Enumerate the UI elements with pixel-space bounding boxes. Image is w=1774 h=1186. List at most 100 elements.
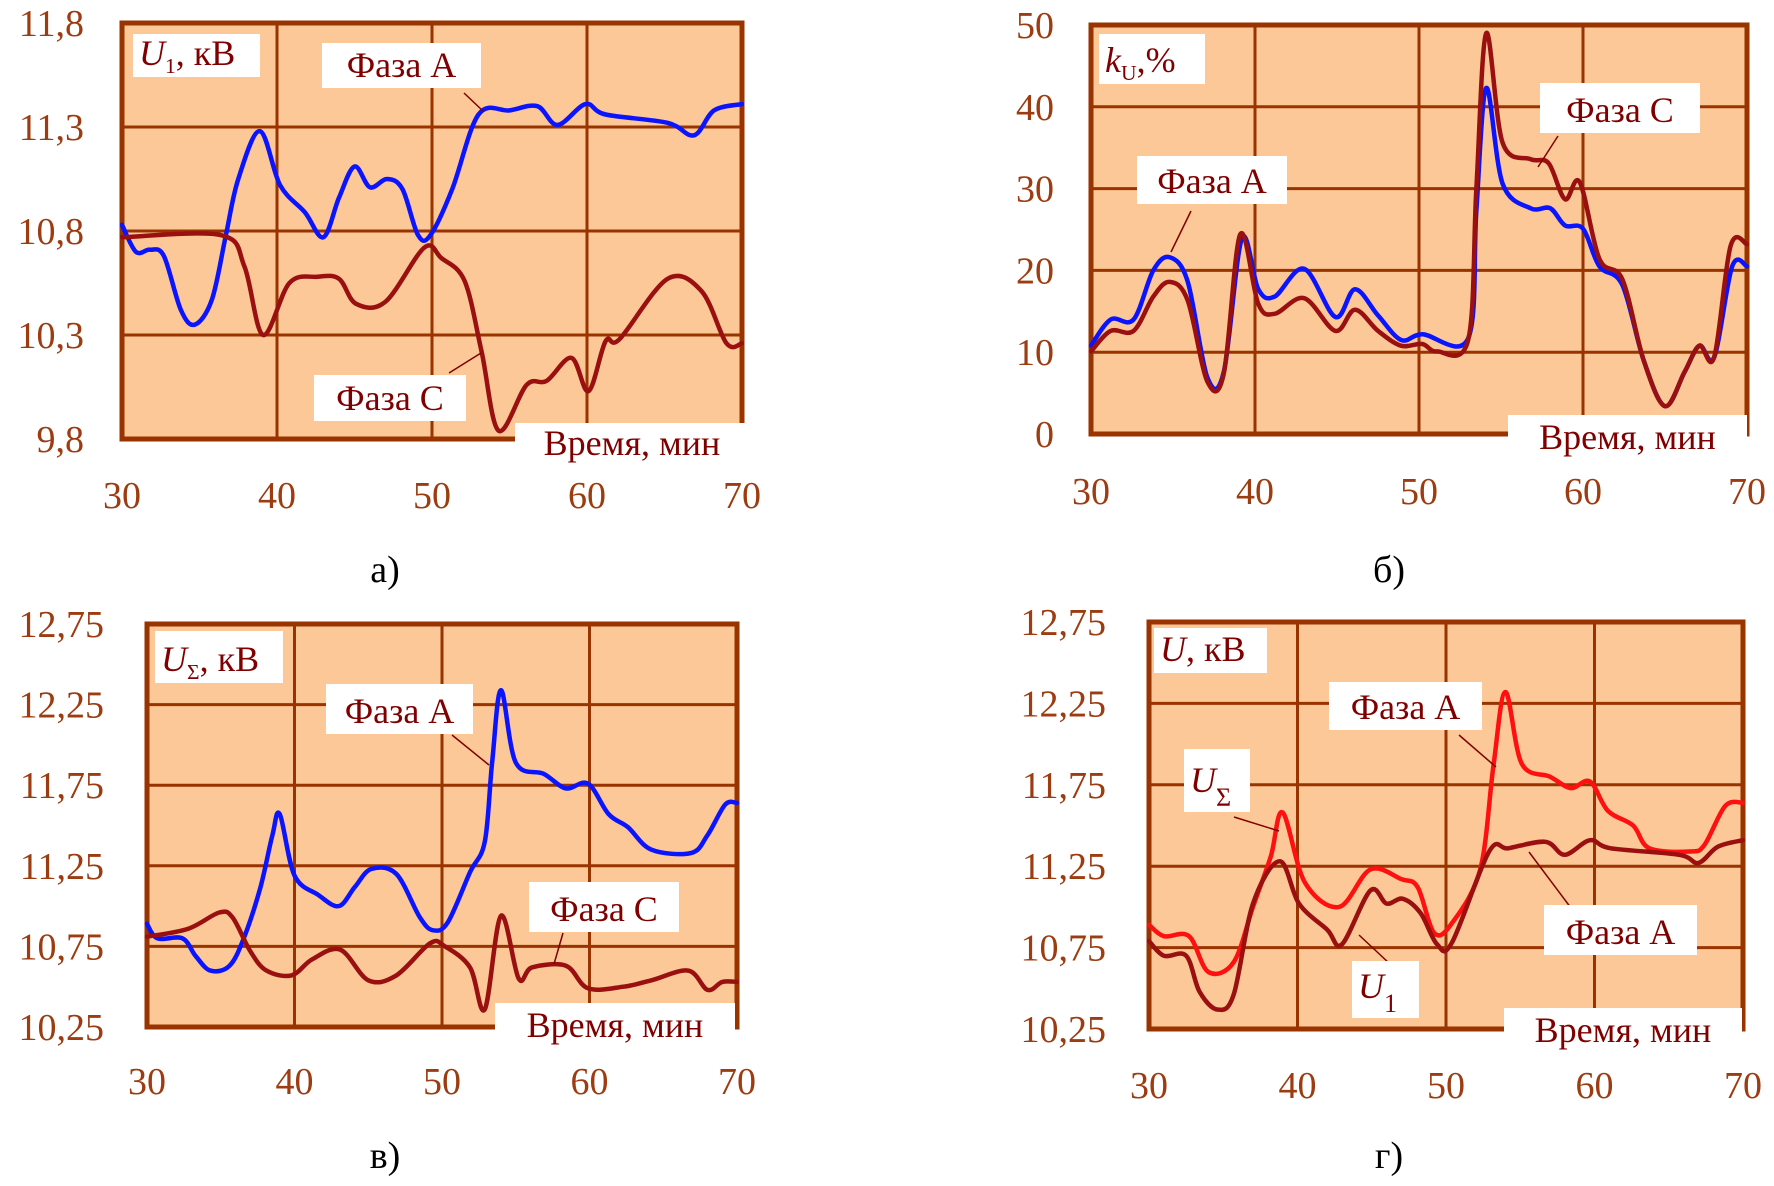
annotation-symbol: U <box>1190 760 1218 800</box>
annotation-label: Фаза А <box>347 45 457 85</box>
series-line-1 <box>119 101 745 328</box>
axis-label-unit: ,% <box>1137 40 1176 80</box>
annotation-label: Фаза А <box>1157 161 1267 201</box>
series-line-2 <box>1146 837 1746 1013</box>
x-axis-label: Время, мин <box>544 423 721 463</box>
annotation-leader <box>1170 210 1192 253</box>
x-tick-label: 60 <box>1564 471 1602 513</box>
annotation-box <box>1329 682 1482 730</box>
x-label-box <box>1504 1008 1742 1050</box>
x-axis-label: Время, мин <box>1539 417 1716 457</box>
panel-caption: а) <box>370 549 400 591</box>
annotation-leader <box>1358 934 1391 965</box>
x-tick-label: 50 <box>423 1061 461 1103</box>
y-tick-label: 10,75 <box>1021 928 1107 970</box>
annotation-label: Фаза С <box>550 889 658 929</box>
plot-frame <box>119 20 745 442</box>
axis-label-symbol: k <box>1105 40 1122 80</box>
chart-panel-1: 9,8 10,3 10,8 11,3 11,8 30 40 50 60 70 U1, кВ Время… <box>18 3 762 591</box>
y-tick-label: 11,25 <box>20 846 104 888</box>
x-tick-label: 50 <box>413 475 451 517</box>
chart-panel-2: 0 10 20 30 40 50 30 40 50 60 70 kU,% Время, мин Фаза … <box>1016 5 1766 591</box>
x-tick-label: 30 <box>128 1061 166 1103</box>
chart-panel-4: 10,25 10,75 11,25 11,75 12,25 12,75 30 40 50 60 70… <box>1021 602 1763 1177</box>
annotation-leader <box>1537 135 1559 168</box>
x-tick-label: 50 <box>1400 471 1438 513</box>
y-tick-label: 11,3 <box>19 107 84 149</box>
plot-frame <box>1146 619 1746 1032</box>
x-tick-label: 60 <box>1576 1065 1614 1107</box>
y-tick-label: 11,25 <box>1022 846 1106 888</box>
axis-label-subscript: Σ <box>187 660 200 684</box>
y-tick-label: 0 <box>1035 414 1054 456</box>
x-tick-label: 60 <box>571 1061 609 1103</box>
x-tick-label: 70 <box>1728 471 1766 513</box>
x-tick-label: 30 <box>1072 471 1110 513</box>
panel-caption: в) <box>370 1135 401 1177</box>
y-tick-label: 40 <box>1016 87 1054 129</box>
axis-label: UΣ, кВ <box>161 639 259 684</box>
y-tick-label: 10 <box>1016 332 1054 374</box>
axis-label: U, кВ <box>1160 629 1246 669</box>
axis-label-unit: , кВ <box>176 33 236 73</box>
annotation-label: Фаза А <box>1351 687 1461 727</box>
y-label-box <box>1099 34 1205 84</box>
chart-panel-3: 10,25 10,75 11,25 11,75 12,25 12,75 30 40 50 60 70… <box>19 604 757 1177</box>
y-tick-label: 11,75 <box>20 765 104 807</box>
y-tick-label: 9,8 <box>37 419 85 461</box>
plot-frame <box>144 621 740 1030</box>
x-tick-label: 30 <box>103 475 141 517</box>
y-tick-label: 12,75 <box>19 604 105 646</box>
x-tick-label: 40 <box>276 1061 314 1103</box>
y-tick-label: 12,25 <box>1021 683 1107 725</box>
annotation-box <box>1184 749 1250 812</box>
panel-caption: г) <box>1375 1135 1403 1177</box>
panel-caption: б) <box>1373 549 1405 591</box>
y-label-box <box>133 34 260 77</box>
y-tick-label: 10,8 <box>18 211 85 253</box>
y-tick-label: 11,75 <box>1022 765 1106 807</box>
annotation-leader <box>553 932 564 965</box>
axis-label-subscript: 1 <box>165 54 176 78</box>
y-tick-label: 20 <box>1016 250 1054 292</box>
y-tick-label: 30 <box>1016 169 1054 211</box>
annotation-label: U1 <box>1358 966 1397 1018</box>
axis-label: U1, кВ <box>139 33 235 78</box>
x-tick-label: 40 <box>258 475 296 517</box>
annotation-box <box>326 684 473 734</box>
annotation-leader <box>451 734 490 766</box>
axis-label-symbol: U <box>161 639 189 679</box>
annotation-box <box>322 43 481 88</box>
annotation-leader <box>463 92 484 112</box>
x-tick-label: 40 <box>1279 1065 1317 1107</box>
x-axis-label: Время, мин <box>527 1005 704 1045</box>
axis-label-symbol: U <box>139 33 167 73</box>
x-tick-label: 30 <box>1130 1065 1168 1107</box>
axis-label-symbol: U <box>1160 629 1188 669</box>
axis-label-unit: , кВ <box>200 639 260 679</box>
series-line-1 <box>144 687 740 974</box>
y-tick-label: 10,3 <box>18 315 85 357</box>
x-axis-label: Время, мин <box>1535 1010 1712 1050</box>
annotation-leader <box>1458 734 1497 768</box>
x-tick-label: 70 <box>718 1061 756 1103</box>
series-line-2 <box>144 909 740 1013</box>
series-line-2 <box>1088 30 1750 409</box>
y-tick-label: 12,75 <box>1021 602 1107 644</box>
y-tick-label: 10,25 <box>19 1007 105 1049</box>
x-tick-label: 40 <box>1236 471 1274 513</box>
x-label-box <box>515 423 749 463</box>
y-tick-label: 10,75 <box>19 926 105 968</box>
annotation-leader <box>1233 816 1280 832</box>
annotation-box <box>1352 961 1419 1018</box>
annotation-leader <box>448 352 482 374</box>
annotation-label: Фаза С <box>1566 90 1674 130</box>
series-line-2 <box>119 231 745 434</box>
y-label-box <box>155 631 283 683</box>
plot-frame <box>1088 22 1750 437</box>
y-label-box <box>1154 628 1267 673</box>
annotation-label: Фаза А <box>345 691 455 731</box>
x-tick-label: 60 <box>568 475 606 517</box>
y-tick-label: 10,25 <box>1021 1009 1107 1051</box>
